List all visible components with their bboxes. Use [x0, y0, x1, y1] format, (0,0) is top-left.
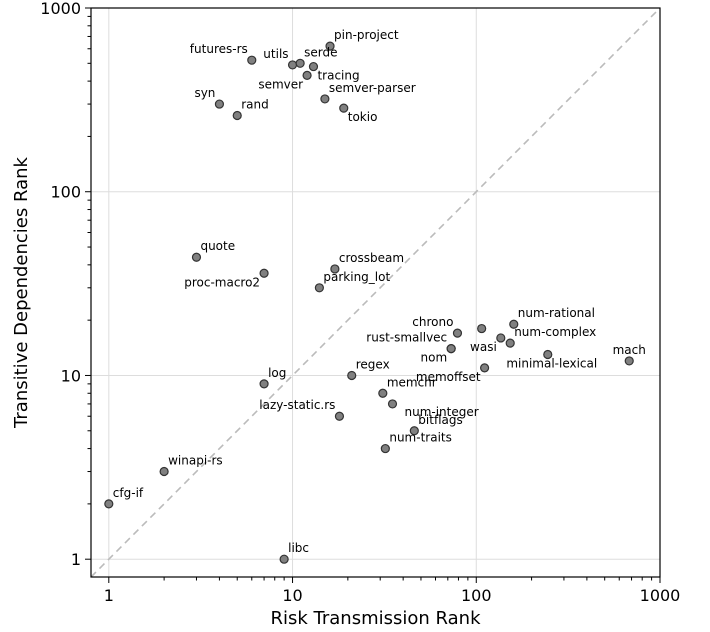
point-label: cfg-if — [113, 486, 144, 500]
data-point — [409, 426, 419, 436]
data-point — [387, 399, 398, 409]
point-labels: futures-rs utils serdepin-projecttracingse… — [113, 28, 646, 555]
y-tick-label: 100 — [50, 183, 81, 202]
data-point — [191, 252, 202, 262]
point-label: utils — [263, 47, 288, 61]
point-label: pin-project — [334, 28, 399, 42]
point-label: syn — [194, 86, 215, 100]
point-label: num-rational — [518, 306, 595, 320]
data-point — [452, 328, 463, 338]
data-point — [479, 363, 490, 373]
point-label: rust-smallvec — [366, 331, 447, 345]
data-point — [287, 60, 298, 70]
data-points — [104, 41, 634, 564]
point-label: log — [268, 366, 286, 380]
point-label: semver — [258, 77, 303, 91]
point-label: minimal-lexical — [506, 357, 597, 371]
point-label: num-integer — [404, 405, 478, 419]
point-label: parking_lot — [323, 270, 390, 284]
data-point — [543, 349, 553, 360]
data-point — [279, 554, 289, 564]
point-label: serde — [304, 45, 337, 59]
data-point — [159, 466, 169, 477]
x-tick-label: 1000 — [640, 586, 681, 605]
point-label: bitflags — [418, 413, 462, 427]
point-label: num-complex — [514, 325, 596, 339]
point-label: mach — [613, 343, 646, 357]
plot-area-frame — [90, 7, 661, 578]
data-point — [259, 379, 269, 389]
data-point — [308, 61, 319, 72]
data-point — [325, 41, 335, 51]
point-label: num-traits — [389, 431, 452, 445]
point-label: tracing — [317, 69, 359, 83]
point-label: winapi-rs — [168, 454, 223, 468]
data-point — [339, 103, 349, 113]
point-label: quote — [200, 239, 235, 253]
point-label: lazy-static.rs — [259, 398, 335, 412]
x-axis-title: Risk Transmission Rank — [270, 608, 481, 629]
x-axis-ticks: 1 10 100 1000 — [104, 577, 681, 605]
point-label: regex — [356, 357, 390, 371]
x-tick-label: 10 — [282, 586, 302, 605]
point-label: tokio — [348, 110, 378, 124]
y-axis-ticks: 1 10 100 1000 — [40, 0, 91, 569]
point-label: crossbeam — [339, 251, 404, 265]
data-point — [314, 283, 324, 293]
data-point — [505, 338, 515, 348]
point-label: wasi — [470, 340, 497, 354]
point-label: semver-parser — [329, 81, 416, 95]
point-label: proc-macro2 — [184, 275, 260, 289]
point-label: memchr — [387, 375, 437, 389]
data-point — [330, 264, 340, 274]
data-point — [302, 70, 312, 80]
point-label: libc — [288, 541, 309, 555]
data-point — [320, 94, 330, 104]
data-point — [496, 333, 506, 343]
point-label: futures-rs — [190, 42, 248, 56]
x-tick-label: 100 — [461, 586, 492, 605]
data-point — [214, 99, 225, 109]
point-label: memoffset — [416, 370, 481, 384]
data-point — [509, 319, 519, 329]
y-tick-label: 1 — [71, 550, 81, 569]
data-point — [624, 356, 634, 366]
point-label: chrono — [412, 315, 453, 329]
y-tick-label: 10 — [61, 366, 81, 385]
data-point — [378, 388, 388, 398]
data-point — [259, 268, 269, 278]
data-point — [247, 55, 257, 65]
data-point — [232, 110, 242, 121]
y-axis-title: Transitive Dependencies Rank — [11, 156, 32, 428]
reference-diagonal-line — [90, 7, 661, 578]
data-point — [477, 323, 487, 334]
data-point — [104, 499, 114, 509]
data-point — [347, 370, 357, 381]
data-point — [380, 443, 390, 454]
y-tick-label: 1000 — [40, 0, 81, 18]
point-label: rand — [241, 97, 269, 111]
data-point — [334, 411, 345, 421]
data-point — [446, 344, 456, 354]
x-tick-label: 1 — [104, 586, 114, 605]
point-label: nom — [421, 351, 448, 365]
data-point — [295, 58, 305, 68]
